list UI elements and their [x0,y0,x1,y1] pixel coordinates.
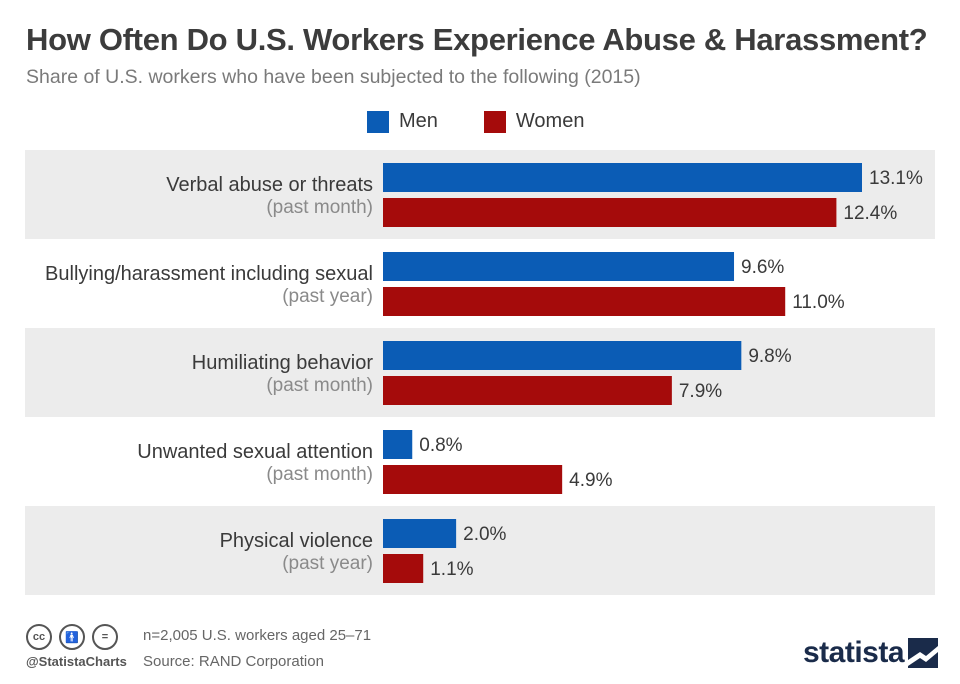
cc-icon: cc [26,624,52,650]
statista-mark-icon [908,638,939,668]
data-label: 9.6% [741,257,784,278]
legend-swatch-men [367,110,389,133]
category-label: Physical violence [220,530,373,552]
bar-women [383,287,786,316]
legend-item-women: Women [483,110,585,133]
nd-icon: = [92,624,118,650]
by-icon: 🚹 [59,624,85,650]
legend-swatch-women [483,110,506,133]
legend-item-men: Men [367,110,438,133]
category-period: (past month) [266,197,373,218]
data-label: 4.9% [569,470,612,491]
category-label: Humiliating behavior [192,352,374,374]
bar-women [383,376,672,405]
data-label: 1.1% [430,559,473,580]
bar-men [383,341,742,370]
data-label: 11.0% [792,292,845,313]
bar-women [383,465,563,494]
brand-text: statista [803,636,905,669]
category-period: (past month) [266,464,373,485]
data-label: 9.8% [748,346,791,367]
source-text: Source: RAND Corporation [143,653,324,670]
row-band [25,506,935,595]
category-period: (past month) [266,375,373,396]
data-label: 12.4% [843,203,897,224]
statista-logo: statista [803,636,939,670]
category-label: Unwanted sexual attention [137,441,373,463]
legend-label-men: Men [399,110,438,132]
bar-chart: Verbal abuse or threats(past month)13.1%… [25,150,935,595]
data-label: 7.9% [679,381,722,402]
data-label: 2.0% [463,524,506,545]
bar-men [383,163,862,192]
chart-subtitle: Share of U.S. workers who have been subj… [26,66,641,88]
legend: Men Women [367,110,630,133]
bar-men [383,252,735,281]
twitter-handle: @StatistaCharts [26,654,127,669]
data-label: 0.8% [419,435,462,456]
category-label: Bullying/harassment including sexual [45,263,373,285]
category-label: Verbal abuse or threats [166,174,373,196]
bar-men [383,430,413,459]
license-icons: cc 🚹 = [26,624,125,650]
chart-title: How Often Do U.S. Workers Experience Abu… [26,22,928,57]
sample-note: n=2,005 U.S. workers aged 25–71 [143,627,372,644]
legend-label-women: Women [515,110,585,132]
category-period: (past year) [282,553,373,574]
category-period: (past year) [282,286,373,307]
data-label: 13.1% [869,168,923,189]
bar-men [383,519,457,548]
bar-women [383,554,424,583]
bar-women [383,198,837,227]
